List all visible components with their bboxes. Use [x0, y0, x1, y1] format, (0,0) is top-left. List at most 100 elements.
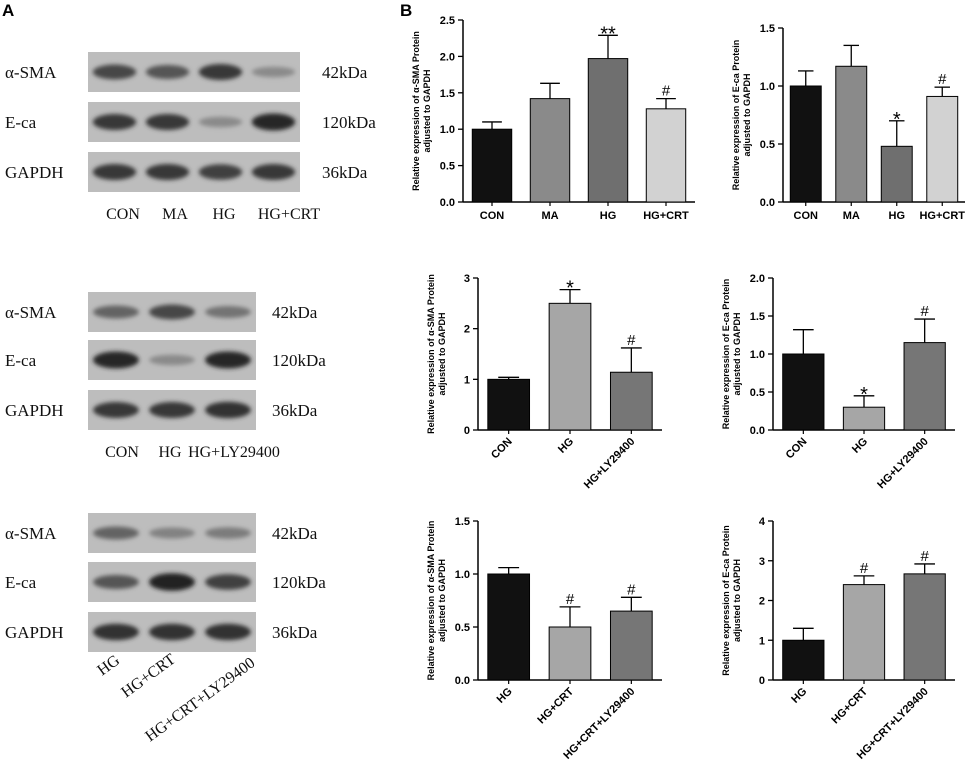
blot-lane-label: HG — [212, 206, 236, 223]
blot-lane-label: HG — [158, 444, 182, 461]
y-axis-label: Relative expression of E-ca Protein — [731, 40, 741, 191]
bar — [782, 639, 825, 681]
panel-label-b: B — [400, 1, 412, 20]
category-label: CON — [489, 436, 515, 462]
bar — [587, 58, 629, 203]
significance-marker: * — [860, 384, 868, 406]
blot-band — [145, 114, 190, 130]
blot-band — [198, 116, 243, 128]
y-tick-label: 0.0 — [440, 197, 455, 209]
y-tick-label: 2 — [464, 324, 470, 336]
blot-protein-label: E-ca — [5, 573, 37, 592]
blot-band — [205, 401, 251, 419]
blot-size-label: 36kDa — [322, 163, 368, 182]
blot-band — [93, 351, 139, 369]
y-axis-label: Relative expression of E-ca Protein — [721, 525, 731, 676]
bar — [609, 610, 653, 681]
category-label: CON — [480, 210, 505, 222]
category-label: HG+CRT — [535, 685, 576, 726]
blot-band — [149, 354, 195, 366]
significance-marker: # — [860, 560, 869, 577]
blot-band — [205, 527, 251, 539]
blot-row: GAPDH 36kDa — [5, 152, 368, 192]
category-label: HG+CRT — [643, 210, 689, 222]
blot-protein-label: E-ca — [5, 351, 37, 370]
y-tick-label: 0.5 — [440, 161, 455, 173]
bar-chart-2: 0.0 0.5 1.0 1.5 CON MA * HG # HG+CRT Relative expr… — [731, 23, 965, 222]
significance-marker: # — [662, 83, 671, 100]
blot-size-label: 120kDa — [322, 113, 376, 132]
y-tick-label: 1.5 — [455, 516, 470, 528]
category-label: HG+CRT — [919, 210, 965, 222]
blot-protein-label: E-ca — [5, 113, 37, 132]
y-tick-label: 4 — [759, 516, 766, 528]
blot-panel-1: α-SMA 42kDa E-ca 120kDa GAPDH 36kDa CON MA HG HG+… — [5, 52, 376, 223]
category-label: HG — [600, 210, 617, 222]
y-axis-label-line2: adjusted to GAPDH — [742, 73, 752, 156]
blot-lane-label: HG+CRT — [258, 206, 321, 223]
significance-marker: ** — [600, 23, 616, 45]
y-tick-label: 1.0 — [440, 124, 455, 136]
bar — [842, 584, 886, 681]
bar — [609, 371, 653, 431]
category-label: CON — [794, 210, 819, 222]
blot-band — [92, 164, 137, 180]
category-label: HG — [850, 436, 870, 456]
blot-row: α-SMA 42kDa — [5, 513, 318, 553]
bar — [487, 378, 531, 431]
blot-band — [205, 574, 251, 590]
significance-marker: # — [938, 71, 947, 88]
blot-band — [145, 65, 190, 79]
y-tick-label: 0.0 — [760, 197, 775, 209]
y-tick-label: 0 — [759, 675, 765, 687]
blot-size-label: 36kDa — [272, 623, 318, 642]
y-axis-label-line2: adjusted to GAPDH — [437, 312, 447, 395]
blot-lane-label: HG+LY29400 — [188, 444, 280, 461]
blot-band — [149, 304, 195, 320]
bar-chart-5: 0.00.51.01.5HG#HG+CRT#HG+CRT+LY29400Rela… — [426, 516, 662, 762]
y-axis-label: Relative expression of α-SMA Protein — [426, 274, 436, 434]
blot-size-label: 120kDa — [272, 573, 326, 592]
blot-band — [149, 623, 195, 641]
blot-band — [93, 623, 139, 641]
bar — [487, 573, 531, 681]
blot-band — [93, 402, 139, 418]
blot-lane-label: CON — [105, 444, 139, 461]
category-label: HG — [556, 436, 576, 456]
bar-chart-4: 0.0 0.5 1.0 1.5 2.0 CON * HG # HG+LY29400 Relative… — [721, 273, 955, 491]
significance-marker: * — [566, 278, 574, 300]
y-tick-label: 1.5 — [760, 23, 775, 35]
y-tick-label: 0.5 — [760, 139, 775, 151]
blot-band — [92, 64, 137, 80]
blot-row: GAPDH 36kDa — [5, 612, 318, 652]
significance-marker: # — [627, 332, 636, 349]
y-axis-label-line2: adjusted to GAPDH — [732, 559, 742, 642]
bar — [548, 302, 592, 431]
category-label: HG — [495, 686, 515, 706]
category-label: HG — [889, 210, 906, 222]
blot-band — [251, 113, 296, 131]
blot-band — [149, 573, 195, 591]
y-axis-label-line2: adjusted to GAPDH — [422, 69, 432, 152]
blot-protein-label: α-SMA — [5, 524, 57, 543]
y-tick-label: 1.0 — [455, 569, 470, 581]
y-tick-label: 3 — [759, 556, 765, 568]
y-tick-label: 1.5 — [440, 88, 455, 100]
blot-band — [205, 623, 251, 641]
blot-protein-label: GAPDH — [5, 163, 64, 182]
bar-chart-3: 0 1 2 3 CON * HG # HG+LY29400 Relative expression… — [426, 273, 662, 491]
blot-row: α-SMA 42kDa — [5, 52, 368, 92]
y-axis-label-line2: adjusted to GAPDH — [437, 559, 447, 642]
category-label: MA — [541, 210, 558, 222]
blot-row: GAPDH 36kDa — [5, 390, 318, 430]
blot-size-label: 42kDa — [272, 303, 318, 322]
bar — [782, 353, 825, 431]
bar — [529, 98, 571, 203]
y-tick-label: 2 — [759, 596, 765, 608]
blot-band — [92, 114, 137, 130]
y-tick-label: 0.5 — [750, 387, 765, 399]
blot-panel-2: α-SMA 42kDa E-ca 120kDa GAPDH 36kDa CON HG HG+LY… — [5, 292, 326, 461]
